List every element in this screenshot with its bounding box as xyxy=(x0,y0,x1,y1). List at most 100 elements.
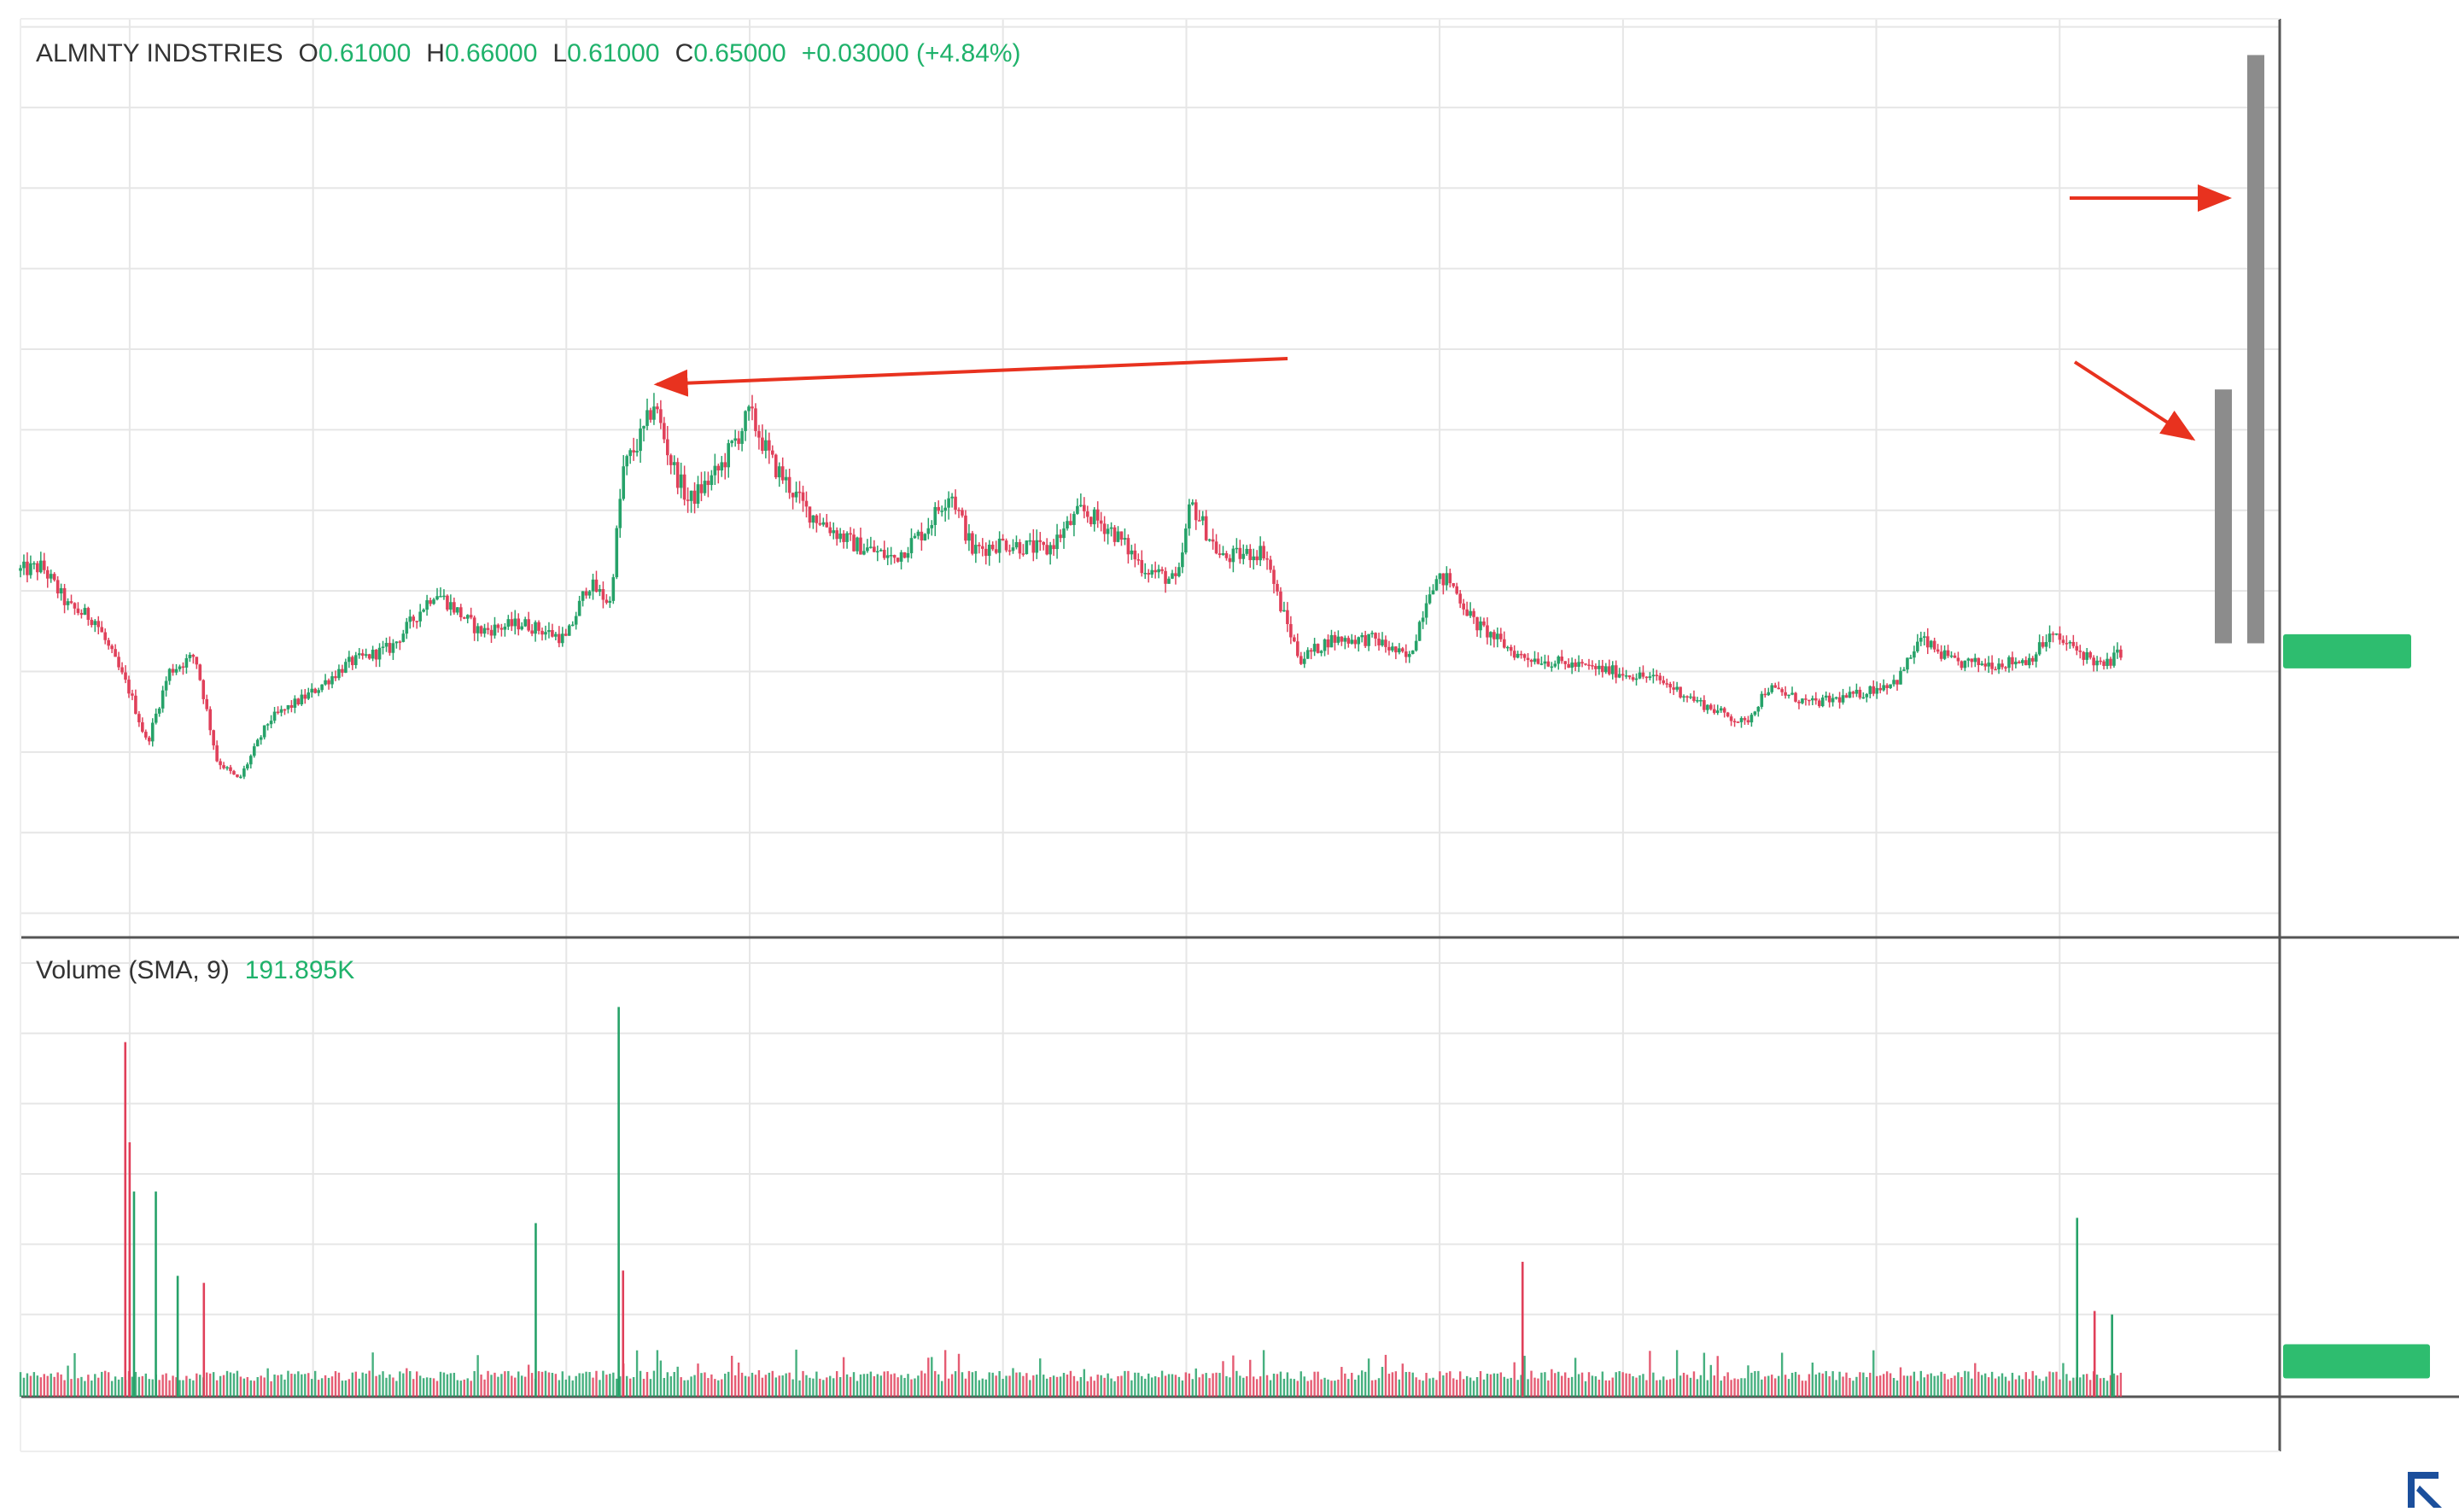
volume-bar xyxy=(422,1378,425,1397)
volume-bar xyxy=(2021,1379,2024,1397)
candle-body xyxy=(1946,650,1950,657)
volume-bar xyxy=(1638,1375,1641,1397)
volume-bar xyxy=(937,1374,940,1397)
volume-bar xyxy=(1208,1378,1211,1397)
volume-bar xyxy=(1675,1350,1679,1397)
volume-bar xyxy=(1130,1380,1133,1397)
volume-bar xyxy=(1167,1374,1171,1397)
volume-bar xyxy=(1852,1381,1854,1397)
volume-bar xyxy=(192,1380,195,1397)
volume-bar xyxy=(778,1375,780,1397)
candle-body xyxy=(957,510,961,511)
candle-body xyxy=(1021,553,1025,555)
candle-body xyxy=(1025,540,1029,555)
volume-bar xyxy=(1828,1376,1831,1397)
ohlc-legend: ALMNTY INDSTRIES O0.61000 H0.66000 L0.61000… xyxy=(36,39,1021,67)
volume-bar xyxy=(103,1370,107,1397)
candle-body xyxy=(1319,651,1323,653)
volume-bar xyxy=(659,1360,663,1397)
candle-body xyxy=(780,466,785,481)
volume-bar xyxy=(1320,1379,1323,1397)
volume-bar xyxy=(1401,1363,1404,1397)
candle-body xyxy=(1604,666,1608,673)
volume-bar xyxy=(1048,1376,1052,1397)
volume-bar xyxy=(2004,1376,2007,1397)
candle-body xyxy=(1052,545,1055,550)
candle-body xyxy=(751,406,754,409)
volume-bar xyxy=(1780,1352,1784,1397)
volume-bar xyxy=(2055,1371,2058,1397)
candle-body xyxy=(482,628,487,634)
candle-body xyxy=(1154,569,1157,573)
volume-spike-bar xyxy=(2111,1314,2113,1397)
candle-body xyxy=(892,555,897,558)
candle-body xyxy=(1083,505,1086,511)
volume-bar xyxy=(1747,1365,1749,1397)
candle-body xyxy=(669,455,673,465)
volume-bar xyxy=(77,1378,79,1397)
legend-symbol: ALMNTY INDSTRIES xyxy=(36,39,283,67)
volume-bar xyxy=(1499,1372,1503,1397)
candle-body xyxy=(229,767,232,772)
volume-bar xyxy=(43,1374,45,1397)
volume-bar xyxy=(540,1371,544,1397)
candle-body xyxy=(1400,648,1405,652)
candle-body xyxy=(801,492,805,501)
volume-bar xyxy=(1943,1374,1946,1397)
candle-body xyxy=(835,530,838,540)
volume-bar xyxy=(947,1378,950,1397)
volume-bar xyxy=(754,1375,757,1397)
volume-bar xyxy=(368,1370,371,1397)
candle-body xyxy=(1844,695,1849,698)
candle-body xyxy=(994,549,998,553)
candle-body xyxy=(320,684,324,691)
volume-bar xyxy=(1720,1381,1722,1397)
volume-bar xyxy=(879,1375,882,1397)
volume-bar xyxy=(375,1375,377,1397)
volume-bar xyxy=(1587,1372,1591,1397)
candle-body xyxy=(1644,676,1649,679)
volume-bar xyxy=(1479,1370,1482,1397)
volume-bar xyxy=(1229,1377,1231,1397)
candle-body xyxy=(1079,505,1083,506)
volume-bar xyxy=(236,1370,239,1397)
candle-body xyxy=(1851,692,1855,694)
volume-bar xyxy=(537,1371,540,1397)
volume-bar xyxy=(1069,1370,1072,1397)
volume-bar xyxy=(1804,1381,1808,1397)
candle-body xyxy=(439,596,442,598)
candle-body xyxy=(1367,633,1370,646)
volume-bar xyxy=(1398,1379,1400,1397)
candle-body xyxy=(710,475,714,486)
candle-body xyxy=(1689,696,1692,698)
volume-bar xyxy=(1784,1375,1787,1397)
candle-body xyxy=(947,498,950,508)
volume-bar xyxy=(575,1375,577,1397)
volume-bar xyxy=(907,1374,909,1397)
candle-body xyxy=(1130,550,1134,555)
volume-bar xyxy=(1981,1375,1983,1397)
candle-body xyxy=(656,406,659,410)
candle-body xyxy=(236,774,239,778)
volume-bar xyxy=(378,1375,381,1397)
candle-body xyxy=(696,484,700,505)
candle-body xyxy=(1797,701,1801,703)
candle-body xyxy=(289,705,294,709)
candle-body xyxy=(584,591,588,596)
volume-bar xyxy=(1177,1376,1181,1397)
volume-bar xyxy=(1147,1373,1150,1397)
volume-bar xyxy=(354,1371,357,1397)
candle-body xyxy=(310,688,314,693)
candle-body xyxy=(1777,687,1780,690)
candle-body xyxy=(1008,550,1012,552)
volume-bar xyxy=(602,1370,605,1397)
candle-body xyxy=(1987,663,1990,667)
volume-bar xyxy=(1212,1373,1214,1397)
candle-body xyxy=(1259,546,1262,561)
volume-bar xyxy=(917,1375,920,1397)
volume-bar xyxy=(869,1371,873,1397)
volume-bar xyxy=(2116,1375,2119,1397)
candle-body xyxy=(1346,638,1351,644)
